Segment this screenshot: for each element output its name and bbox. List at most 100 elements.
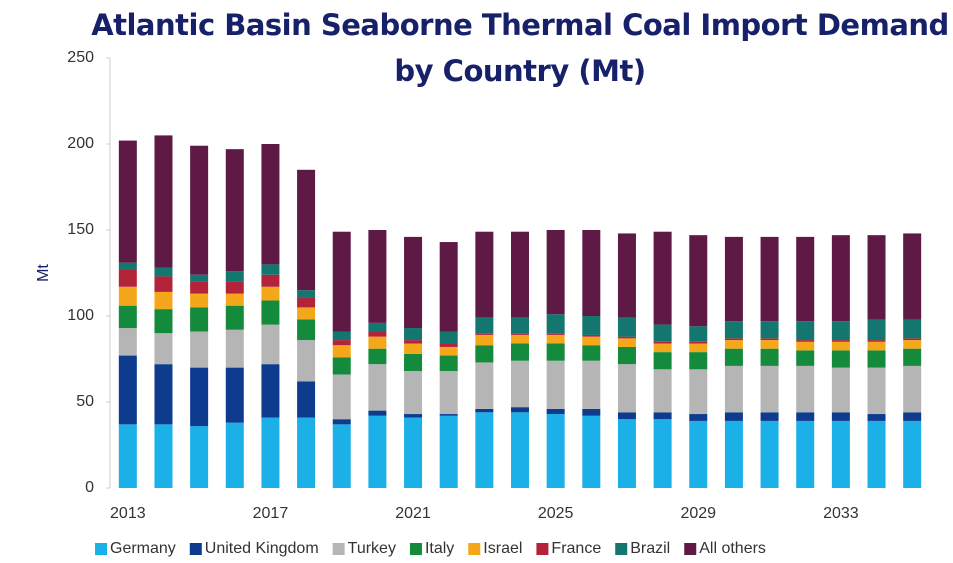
bar-segment — [617, 336, 636, 339]
y-tick-label: 50 — [76, 393, 94, 410]
legend-swatch — [468, 543, 481, 555]
bar-segment — [439, 343, 458, 347]
bar-segment — [154, 135, 173, 268]
bar-segment — [617, 412, 636, 420]
bar-segment — [582, 360, 601, 409]
legend-swatch — [95, 543, 107, 555]
bar-segment — [867, 420, 886, 488]
bar-segment — [511, 343, 529, 361]
x-tick-label: 2029 — [680, 505, 716, 522]
bar-segment — [297, 381, 316, 418]
x-tick-label: 2013 — [110, 505, 146, 522]
bar-segment — [546, 334, 565, 344]
legend-label: Germany — [110, 540, 176, 557]
bar-segment — [368, 230, 387, 323]
y-tick-label: 0 — [85, 479, 94, 496]
bar-segment — [475, 345, 494, 363]
bar-segment — [617, 419, 636, 488]
bar-segment — [796, 412, 815, 421]
bar-segment — [511, 317, 529, 334]
bar-segment — [724, 412, 743, 421]
bar-segment — [582, 316, 601, 335]
bar-segment — [261, 300, 280, 325]
bar-segment — [831, 321, 850, 341]
bar-segment — [297, 340, 316, 382]
bar-segment — [332, 374, 351, 420]
bar-segment — [582, 336, 601, 346]
bar-segment — [689, 420, 708, 488]
bar-segment — [796, 365, 815, 413]
bar-segment — [582, 345, 601, 361]
bar-segment — [760, 338, 779, 341]
bar-segment — [261, 144, 280, 265]
bar-segment — [261, 286, 280, 301]
bar-segment — [511, 407, 529, 413]
bar-segment — [724, 340, 743, 349]
chart-title: Atlantic Basin Seaborne Thermal Coal Imp… — [91, 8, 949, 88]
bar-segment — [404, 371, 423, 415]
bar-segment — [582, 415, 601, 488]
y-tick-label: 250 — [67, 49, 94, 66]
bar-segment — [689, 343, 708, 353]
bar-segment — [225, 367, 244, 423]
bar-segment — [617, 346, 636, 365]
bar-segment — [546, 408, 565, 415]
bar-segment — [154, 309, 173, 334]
bar-segment — [511, 333, 529, 335]
bar-segment — [368, 364, 387, 411]
bar-segment — [760, 412, 779, 421]
bar-segment — [297, 297, 316, 308]
bar-segment — [867, 367, 886, 415]
bar-segment — [154, 424, 173, 488]
bar-segment — [368, 336, 387, 349]
bar-segment — [261, 264, 280, 275]
bar-segment — [225, 329, 244, 368]
bar-segment — [297, 290, 316, 298]
bar-segment — [190, 426, 209, 488]
bar-segment — [903, 412, 922, 421]
bar-segment — [118, 305, 137, 329]
bar-segment — [760, 340, 779, 349]
bar-segment — [332, 231, 351, 332]
bar-segment — [760, 321, 779, 339]
bar-segment — [332, 331, 351, 341]
bar-segment — [511, 412, 529, 488]
bar-segment — [760, 348, 779, 366]
bar-segment — [760, 236, 779, 322]
legend-swatch — [684, 543, 697, 555]
bar-segment — [796, 420, 815, 488]
bar-segment — [225, 281, 244, 294]
bar-segment — [903, 338, 922, 341]
bar-segment — [261, 417, 280, 488]
bar-segment — [368, 410, 387, 416]
legend-label: Israel — [483, 540, 522, 557]
bar-segment — [903, 365, 922, 413]
bar-segment — [439, 371, 458, 415]
bar-segment — [831, 235, 850, 322]
bar-segment — [546, 333, 565, 335]
bar-segment — [154, 276, 173, 292]
bar-segment — [867, 341, 886, 351]
bar-segment — [439, 346, 458, 356]
bar-segment — [332, 357, 351, 375]
bar-segment — [689, 352, 708, 370]
bar-segment — [796, 236, 815, 322]
bar-segment — [439, 331, 458, 344]
bar-segment — [368, 331, 387, 337]
legend-swatch — [332, 543, 345, 555]
x-tick-label: 2021 — [395, 505, 431, 522]
bar-segment — [404, 340, 423, 344]
bar-segment — [332, 424, 351, 488]
bar-segment — [796, 341, 815, 351]
legend-label: Turkey — [348, 540, 396, 557]
bar-segment — [653, 352, 672, 370]
bar-segment — [118, 328, 137, 356]
bar-segment — [368, 322, 387, 332]
legend-swatch — [615, 543, 628, 555]
bar-segment — [404, 414, 423, 418]
bar-segment — [903, 340, 922, 349]
bar-segment — [546, 314, 565, 334]
legend-label: Brazil — [630, 540, 670, 557]
bar-segment — [154, 291, 173, 310]
bar-segment — [617, 233, 636, 318]
